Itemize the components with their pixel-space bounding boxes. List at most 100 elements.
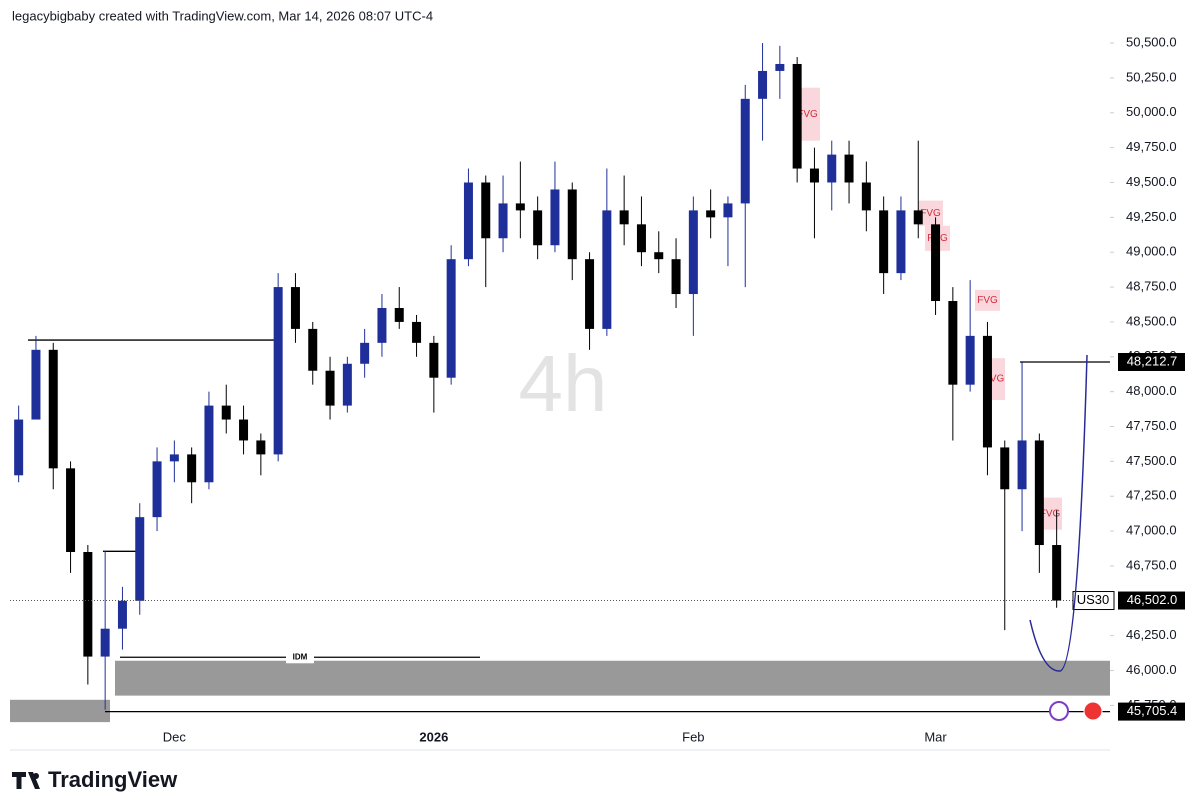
candle-body [533, 210, 543, 246]
candle-body [809, 168, 819, 183]
x-tick-label: 2026 [419, 729, 448, 744]
candle-body [14, 419, 24, 476]
candle-body [273, 287, 283, 455]
candle-body [948, 301, 958, 385]
candle-body [187, 454, 197, 483]
candle-body [567, 189, 577, 260]
y-tick-label: 49,500.0 [1126, 174, 1177, 189]
watermark: 4h [519, 339, 608, 428]
candle-body [982, 335, 992, 448]
plot: FVGFVGFVGFVGFVGFVGIDM45,750.046,000.046,… [10, 34, 1185, 744]
candle-body [83, 552, 93, 657]
y-tick-label: 49,250.0 [1126, 209, 1177, 224]
candle-body [377, 307, 387, 343]
candle-body [723, 203, 733, 218]
y-tick-label: 46,250.0 [1126, 627, 1177, 642]
candle-body [931, 224, 941, 302]
candle-body [135, 517, 145, 601]
candle-body [636, 224, 646, 253]
level-box [1118, 352, 1185, 371]
level-box [1118, 702, 1185, 721]
candle-body [515, 203, 525, 211]
candle-body [342, 363, 352, 406]
brand: TradingView [48, 767, 178, 792]
y-tick-label: 48,500.0 [1126, 313, 1177, 328]
candle-body [66, 468, 76, 553]
y-tick-label: 49,750.0 [1126, 139, 1177, 154]
candle-body [827, 154, 837, 183]
y-tick-label: 50,000.0 [1126, 104, 1177, 119]
candle-body [446, 259, 456, 378]
candle-body [861, 182, 871, 211]
candle-body [204, 405, 214, 483]
candle-body [913, 210, 923, 225]
candle-body [896, 210, 906, 274]
zone [10, 699, 110, 723]
fvg-box [975, 289, 1000, 311]
fvg-label: FVG [984, 374, 1005, 385]
y-tick-label: 46,750.0 [1126, 557, 1177, 572]
candle-body [792, 63, 802, 169]
candle-body [48, 349, 58, 469]
candle-body [481, 182, 491, 239]
candle-body [394, 307, 404, 322]
candle-body [619, 210, 629, 225]
fvg-label: FVG [977, 295, 998, 306]
candle-body [169, 454, 179, 462]
candle-body [965, 335, 975, 385]
candle-body [325, 370, 335, 406]
fvg-label: FVG [797, 109, 818, 120]
candle-body [412, 321, 422, 343]
level-label: 48,212.7 [1127, 353, 1178, 368]
y-tick-label: 48,750.0 [1126, 279, 1177, 294]
candle-body [602, 210, 612, 329]
zone [115, 660, 1110, 696]
y-tick-label: 46,000.0 [1126, 662, 1177, 677]
candle-body [256, 440, 266, 455]
candle-body [429, 342, 439, 378]
icon-flag [1083, 701, 1103, 721]
brand-logo [12, 772, 40, 789]
candle-body [1034, 440, 1044, 546]
y-tick-label: 47,000.0 [1126, 523, 1177, 538]
candle-body [290, 287, 300, 329]
candle-body [498, 203, 508, 239]
candle-body [308, 328, 318, 371]
candle-body [671, 259, 681, 295]
candle-body [1052, 545, 1062, 601]
candle-body [879, 210, 889, 274]
candle-body [775, 63, 785, 71]
y-tick-label: 50,250.0 [1126, 69, 1177, 84]
level-box [1118, 591, 1185, 610]
candle-body [585, 259, 595, 329]
level-label: 45,705.4 [1127, 703, 1178, 718]
x-tick-label: Feb [682, 729, 704, 744]
candle-body [152, 461, 162, 518]
candle-body [100, 628, 110, 657]
header: legacybigbaby created with TradingView.c… [12, 8, 433, 23]
y-tick-label: 47,500.0 [1126, 453, 1177, 468]
candle-body [740, 98, 750, 204]
icon-bolt [1049, 701, 1069, 721]
x-tick-label: Mar [924, 729, 947, 744]
fvg-label: FVG [1040, 508, 1061, 519]
y-tick-label: 48,000.0 [1126, 383, 1177, 398]
fvg-label: FVG [920, 208, 941, 219]
symbol-box [1072, 591, 1115, 611]
candle-body [463, 182, 473, 260]
candle-body [758, 70, 768, 99]
y-tick-label: 47,750.0 [1126, 418, 1177, 433]
candle-body [117, 600, 127, 629]
y-tick-label: 49,000.0 [1126, 244, 1177, 259]
symbol-label: US30 [1077, 592, 1110, 607]
label-bg [286, 651, 314, 664]
level-label: 46,502.0 [1127, 592, 1178, 607]
line-label: IDM [293, 652, 308, 661]
candle-body [360, 342, 370, 364]
y-tick-label: 47,250.0 [1126, 488, 1177, 503]
x-tick-label: Dec [163, 729, 187, 744]
y-tick-label: 50,500.0 [1126, 34, 1177, 49]
candle-body [550, 189, 560, 246]
candle-body [1000, 447, 1010, 490]
